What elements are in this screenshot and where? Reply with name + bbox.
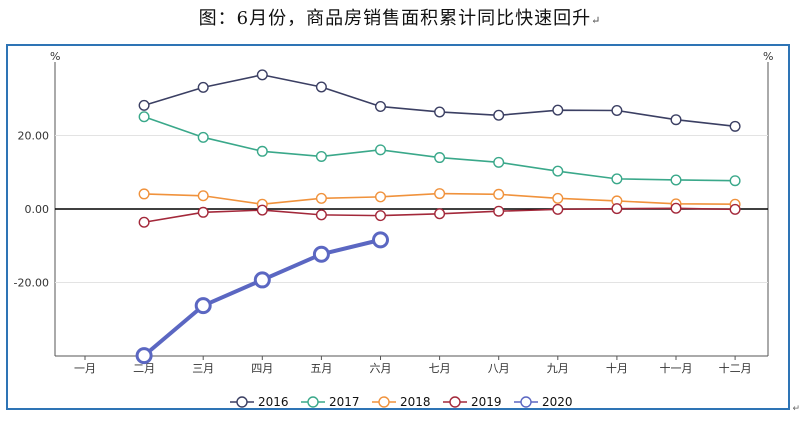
- x-tick-label: 十一月: [660, 361, 693, 375]
- x-tick-label: 五月: [310, 362, 332, 375]
- paragraph-mark: ↵: [792, 404, 800, 414]
- x-tick-label: 二月: [133, 362, 155, 375]
- data-point-2019: [315, 209, 327, 221]
- data-point-2016: [552, 104, 564, 116]
- data-point-2017: [611, 173, 623, 185]
- series-line-2017: [143, 116, 736, 182]
- data-point-2019: [197, 206, 209, 218]
- data-point-2018: [552, 192, 564, 204]
- data-point-2016: [197, 81, 209, 93]
- x-tick-label: 一月: [74, 362, 96, 375]
- data-point-2020: [194, 297, 212, 315]
- data-point-2016: [670, 114, 682, 126]
- data-point-2017: [552, 165, 564, 177]
- data-point-2019: [434, 208, 446, 220]
- x-tick-label: 七月: [429, 362, 451, 375]
- legend-label-2016: 2016: [258, 395, 289, 409]
- y-tick-label: 0.00: [25, 203, 50, 216]
- y-tick-label: -20.00: [14, 277, 49, 290]
- data-point-2019: [256, 204, 268, 216]
- data-point-2018: [138, 188, 150, 200]
- data-point-2017: [670, 174, 682, 186]
- legend-marker-2018: [378, 396, 390, 408]
- data-point-2017: [138, 111, 150, 123]
- x-tick-label: 四月: [251, 362, 273, 375]
- data-point-2016: [611, 105, 623, 117]
- data-point-2017: [315, 150, 327, 162]
- data-point-2019: [611, 203, 623, 215]
- y-tick-label: 20.00: [18, 130, 50, 143]
- series-line-2020: [142, 237, 381, 358]
- data-point-2016: [315, 81, 327, 93]
- x-tick-label: 十二月: [719, 361, 752, 375]
- data-point-2018: [493, 188, 505, 200]
- data-point-2020: [372, 231, 389, 249]
- data-point-2019: [493, 205, 505, 217]
- data-point-2016: [138, 99, 150, 111]
- legend-marker-2017: [307, 396, 319, 408]
- data-point-2019: [670, 202, 682, 214]
- legend-marker-2016: [236, 396, 248, 408]
- y-axis-unit-left: %: [50, 50, 61, 63]
- data-point-2019: [729, 203, 741, 215]
- data-point-2018: [315, 192, 327, 204]
- data-point-2020: [253, 271, 271, 289]
- series-line-2016: [143, 74, 736, 128]
- legend-marker-2019: [449, 396, 461, 408]
- data-point-2017: [197, 131, 209, 143]
- data-point-2019: [375, 210, 387, 222]
- x-tick-label: 三月: [192, 362, 214, 375]
- data-point-2020: [135, 347, 153, 365]
- chart-title: 图：6月份，商品房销售面积累计同比快速回升↵: [198, 8, 602, 29]
- x-tick-label: 六月: [370, 362, 392, 375]
- y-axis-unit-right: %: [763, 50, 774, 63]
- legend-label-2017: 2017: [329, 395, 360, 409]
- data-point-2016: [493, 109, 505, 121]
- x-tick-label: 九月: [547, 362, 569, 375]
- legend-label-2018: 2018: [400, 395, 431, 409]
- data-point-2016: [375, 100, 387, 112]
- data-point-2020: [312, 245, 330, 263]
- data-point-2018: [434, 188, 446, 200]
- legend-marker-2020: [520, 396, 532, 408]
- data-point-2017: [729, 175, 741, 187]
- data-point-2017: [256, 145, 268, 157]
- data-point-2017: [375, 144, 387, 156]
- x-tick-label: 十月: [606, 361, 628, 375]
- x-tick-label: 八月: [488, 362, 510, 375]
- data-point-2019: [552, 203, 564, 215]
- data-point-2016: [434, 106, 446, 118]
- data-point-2018: [197, 190, 209, 202]
- data-point-2017: [434, 152, 446, 164]
- data-point-2019: [138, 216, 150, 228]
- data-point-2018: [375, 191, 387, 203]
- data-point-2017: [493, 156, 505, 168]
- legend-label-2019: 2019: [471, 395, 502, 409]
- chart-frame: [6, 44, 790, 410]
- data-point-2016: [729, 120, 741, 132]
- legend-label-2020: 2020: [542, 395, 573, 409]
- data-point-2016: [256, 69, 268, 81]
